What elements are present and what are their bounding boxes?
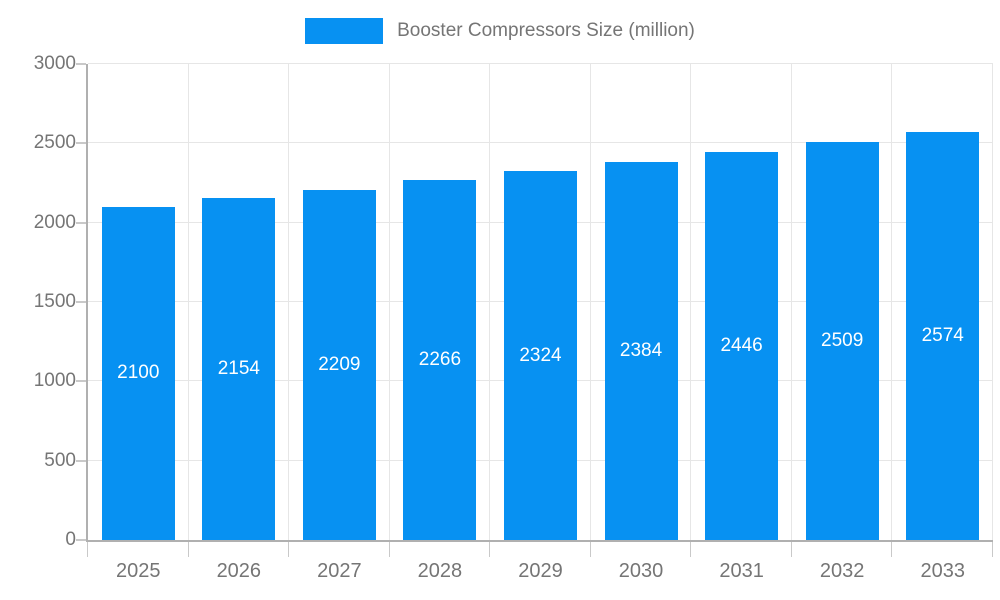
v-gridline — [589, 64, 591, 540]
bar-2027[interactable]: 2209 — [302, 189, 376, 540]
x-axis-label: 2033 — [920, 560, 965, 582]
bar-value-label: 2384 — [619, 339, 663, 361]
plot-area: 2100 2154 2209 2266 2324 2384 2446 2509 2574 — [86, 63, 993, 542]
x-axis-label: 2025 — [116, 560, 161, 582]
bar-2031[interactable]: 2446 — [705, 151, 779, 540]
bar-value-label: 2154 — [217, 358, 260, 380]
y-axis-tick — [76, 459, 86, 462]
bar-value-label: 2266 — [418, 349, 462, 371]
bar-value-label: 2324 — [519, 344, 562, 366]
y-axis-tick — [76, 301, 86, 303]
x-axis-label: 2030 — [618, 560, 664, 582]
bar-value-label: 2446 — [720, 334, 763, 356]
bar-value-label: 2509 — [821, 329, 864, 351]
x-axis-tick — [790, 542, 792, 557]
y-axis-tick — [76, 63, 86, 65]
x-axis-label: 2026 — [216, 560, 262, 582]
x-axis-tick — [489, 542, 491, 557]
v-gridline — [388, 64, 390, 540]
y-axis-tick — [76, 221, 86, 224]
y-axis-label: 3000 — [33, 53, 76, 74]
v-gridline — [288, 64, 290, 540]
y-axis-tick — [76, 380, 86, 383]
legend-swatch — [305, 18, 384, 44]
y-axis-tick — [76, 142, 86, 145]
y-axis-label: 500 — [44, 449, 76, 471]
bar-2033[interactable]: 2574 — [906, 131, 980, 540]
h-gridline — [88, 63, 993, 64]
bar-2032[interactable]: 2509 — [805, 141, 879, 540]
legend-label: Booster Compressors Size (million) — [397, 20, 695, 41]
x-axis-label: 2028 — [417, 560, 463, 582]
bar-2029[interactable]: 2324 — [504, 171, 577, 540]
x-axis-tick — [288, 542, 290, 557]
y-axis-label: 0 — [65, 529, 76, 550]
y-axis-label: 2000 — [33, 211, 76, 233]
x-axis-tick — [589, 542, 591, 557]
bar-2030[interactable]: 2384 — [604, 161, 678, 540]
x-axis-tick — [87, 542, 88, 557]
h-gridline — [88, 142, 993, 144]
bar-2025[interactable]: 2100 — [101, 206, 175, 540]
v-gridline — [489, 64, 491, 540]
x-axis-tick — [388, 542, 390, 557]
y-axis-label: 2500 — [33, 132, 76, 154]
bar-value-label: 2100 — [117, 362, 160, 384]
bar-2026[interactable]: 2154 — [202, 198, 276, 540]
v-gridline — [690, 64, 692, 540]
x-axis-label: 2027 — [317, 560, 362, 582]
bar-2028[interactable]: 2266 — [403, 180, 477, 540]
x-axis-label: 2031 — [719, 560, 764, 582]
x-axis-tick — [891, 542, 893, 557]
x-axis-label: 2032 — [819, 560, 865, 582]
v-gridline — [790, 64, 792, 540]
x-axis-tick — [690, 542, 692, 557]
x-axis-tick — [187, 542, 189, 557]
v-gridline — [992, 64, 993, 540]
y-axis-label: 1000 — [33, 370, 76, 392]
y-axis-tick — [76, 539, 86, 541]
bar-value-label: 2574 — [921, 324, 964, 346]
legend[interactable]: Booster Compressors Size (million) — [0, 18, 1000, 44]
v-gridline — [891, 64, 893, 540]
y-axis-label: 1500 — [33, 291, 76, 312]
x-axis-tick — [992, 542, 993, 557]
x-axis-label: 2029 — [518, 560, 563, 582]
v-gridline — [187, 64, 189, 540]
bar-value-label: 2209 — [318, 353, 361, 375]
